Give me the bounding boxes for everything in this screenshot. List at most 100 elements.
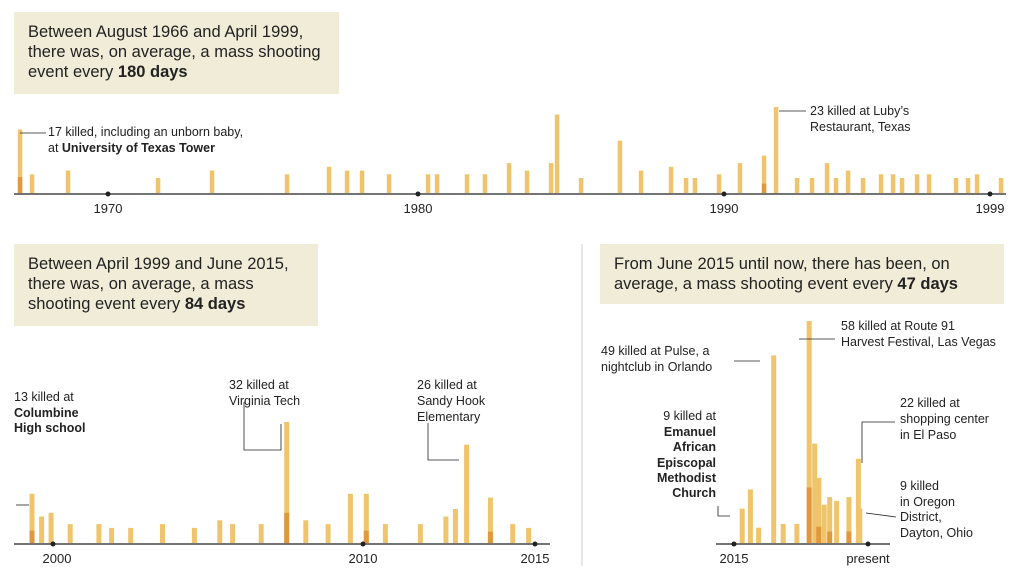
panel3-annotation-emanuel-line5: Methodist [657, 471, 717, 485]
panel3-annotation-emanuel-line3: African [673, 440, 716, 454]
panel3-annotation-dayton-line4: Dayton, Ohio [900, 526, 973, 540]
panel1-bar-4 [209, 170, 215, 193]
panel2-tick-2010: 2010 [349, 551, 378, 566]
panel1-bar-19 [617, 140, 623, 193]
panel1-bar-7 [344, 170, 350, 193]
panel3-annotation-emanuel-line2: Emanuel [664, 425, 716, 439]
panel3-bar-6 [806, 321, 812, 543]
panel2-callout-text: Between April 1999 and June 2015, there … [28, 255, 289, 313]
panel3-annotation-dayton-line3: District, [900, 510, 942, 524]
panel1-bar-17 [554, 114, 560, 193]
panel1-bar-36 [899, 178, 905, 193]
panel3-callout: From June 2015 until now, there has been… [600, 244, 1004, 304]
panel1-bar-34 [878, 174, 884, 193]
panel1-bar-21 [668, 166, 674, 193]
panel2-bar-23 [510, 524, 516, 543]
panel3-bar-8 [816, 477, 822, 543]
panel3-bar-13 [855, 458, 861, 543]
panel1-bar-26-overlap [761, 183, 767, 193]
panel1-bar-40 [965, 178, 971, 193]
panel2-annotation-sandyhook-line3: Elementary [417, 410, 481, 424]
panel1-bar-0-overlap [17, 177, 23, 193]
panel1-bar-24 [716, 174, 722, 193]
panel2-annotation-columbine-line1: 13 killed at [14, 390, 74, 404]
panel1-bar-39 [953, 178, 959, 193]
panel1-bar-16 [548, 163, 554, 193]
panel1-bar-33 [860, 178, 866, 193]
panel3-bar-12-overlap [846, 531, 852, 543]
panel1-tick-1980: 1980 [404, 201, 433, 216]
panel2-bar-10 [230, 524, 236, 543]
panel2-bar-12 [284, 422, 290, 543]
panel1-bar-9 [386, 174, 392, 193]
panel3-annotation-emanuel-line4: Episcopal [657, 456, 716, 470]
panel2-bar-22-overlap [487, 531, 493, 543]
panel2-callout-highlight: 84 days [184, 295, 246, 313]
panel1-bar-12 [464, 174, 470, 193]
panel2-annotation-columbine-line3: High school [14, 421, 86, 435]
panel1-callout: Between August 1966 and April 1999, ther… [14, 12, 339, 94]
panel1-bar-27 [773, 107, 779, 193]
panel2-bar-8 [191, 527, 197, 543]
panel3-bar-11 [834, 500, 840, 543]
panel3-bar-3 [771, 355, 777, 543]
panel2-bar-12-overlap [284, 512, 290, 544]
panel1-bar-11 [434, 174, 440, 193]
panel2-bar-3 [67, 524, 73, 543]
panel1-bar-0 [17, 129, 23, 193]
panel2-annotation-sandyhook-line1: 26 killed at [417, 378, 477, 392]
panel2-bar-15 [347, 493, 353, 543]
panel1-bar-8 [359, 170, 365, 193]
panel1-bar-35 [890, 174, 896, 193]
panel2-annotation-columbine-line2: Columbine [14, 406, 79, 420]
panel3-bar-14 [857, 508, 863, 543]
panel3-annotation-pulse-line2: nightclub in Orlando [601, 360, 712, 374]
panel2-tick-2000: 2000 [43, 551, 72, 566]
panel3-annotation-emanuel-line6: Church [672, 486, 716, 500]
panel3-bar-7 [812, 443, 818, 543]
panel1-bar-18 [578, 178, 584, 193]
panel2-bar-24 [526, 527, 532, 543]
panel3-tick-2015: 2015 [720, 551, 749, 566]
panel2-bar-1 [39, 516, 45, 543]
panel1-bar-41 [974, 174, 980, 193]
panel1-annotation-lubys-line1: 23 killed at Luby’s [810, 104, 909, 118]
panel2-bar-6 [128, 527, 134, 543]
panel3-bar-10 [827, 497, 833, 543]
panel3-bar-9 [821, 504, 827, 543]
panel1-bar-28 [794, 178, 800, 193]
panel2-bar-17 [382, 524, 388, 543]
panel1-bar-20 [638, 170, 644, 193]
panel3-bar-6-overlap [806, 487, 812, 543]
panel2-bar-0-overlap [29, 530, 35, 543]
panel3-bar-10-overlap [827, 531, 833, 543]
panel1-bar-6 [326, 166, 332, 193]
panel1-bar-23 [692, 178, 698, 193]
panel3-bar-2 [756, 527, 762, 543]
panel1-annotation-lubys-line2: Restaurant, Texas [810, 120, 911, 134]
panel3-annotation-elpaso-line3: in El Paso [900, 428, 956, 442]
panel1-bar-42 [998, 178, 1004, 193]
panel3-bar-1 [747, 489, 753, 543]
panel2-annotation-sandyhook-line2: Sandy Hook [417, 394, 486, 408]
panel2-bar-19 [443, 516, 449, 543]
panel3-bar-5 [794, 523, 800, 543]
panel2-annotation-vtech-line2: Virginia Tech [229, 394, 300, 408]
panel1-tick-1970: 1970 [94, 201, 123, 216]
panel3-annotation-elpaso-line1: 22 killed at [900, 396, 960, 410]
panel2-annotation-vtech-line1: 32 killed at [229, 378, 289, 392]
panel1-bar-2 [65, 170, 71, 193]
panel3-annotation-elpaso-line2: shopping center [900, 412, 989, 426]
panel1-bar-10 [425, 174, 431, 193]
panel1-bar-32 [845, 170, 851, 193]
panel1-bars [17, 107, 1004, 193]
panel2-bar-18 [417, 524, 423, 543]
panel3-bar-8-overlap [816, 526, 822, 543]
panel1-bar-30 [824, 163, 830, 193]
panel1-bar-38 [926, 174, 932, 193]
leader-lines [16, 110, 897, 518]
panel1-tick-1990: 1990 [710, 201, 739, 216]
panel2-bar-16-overlap [363, 530, 369, 543]
panel1-callout-highlight: 180 days [117, 63, 188, 81]
panel2-callout: Between April 1999 and June 2015, there … [14, 244, 318, 326]
